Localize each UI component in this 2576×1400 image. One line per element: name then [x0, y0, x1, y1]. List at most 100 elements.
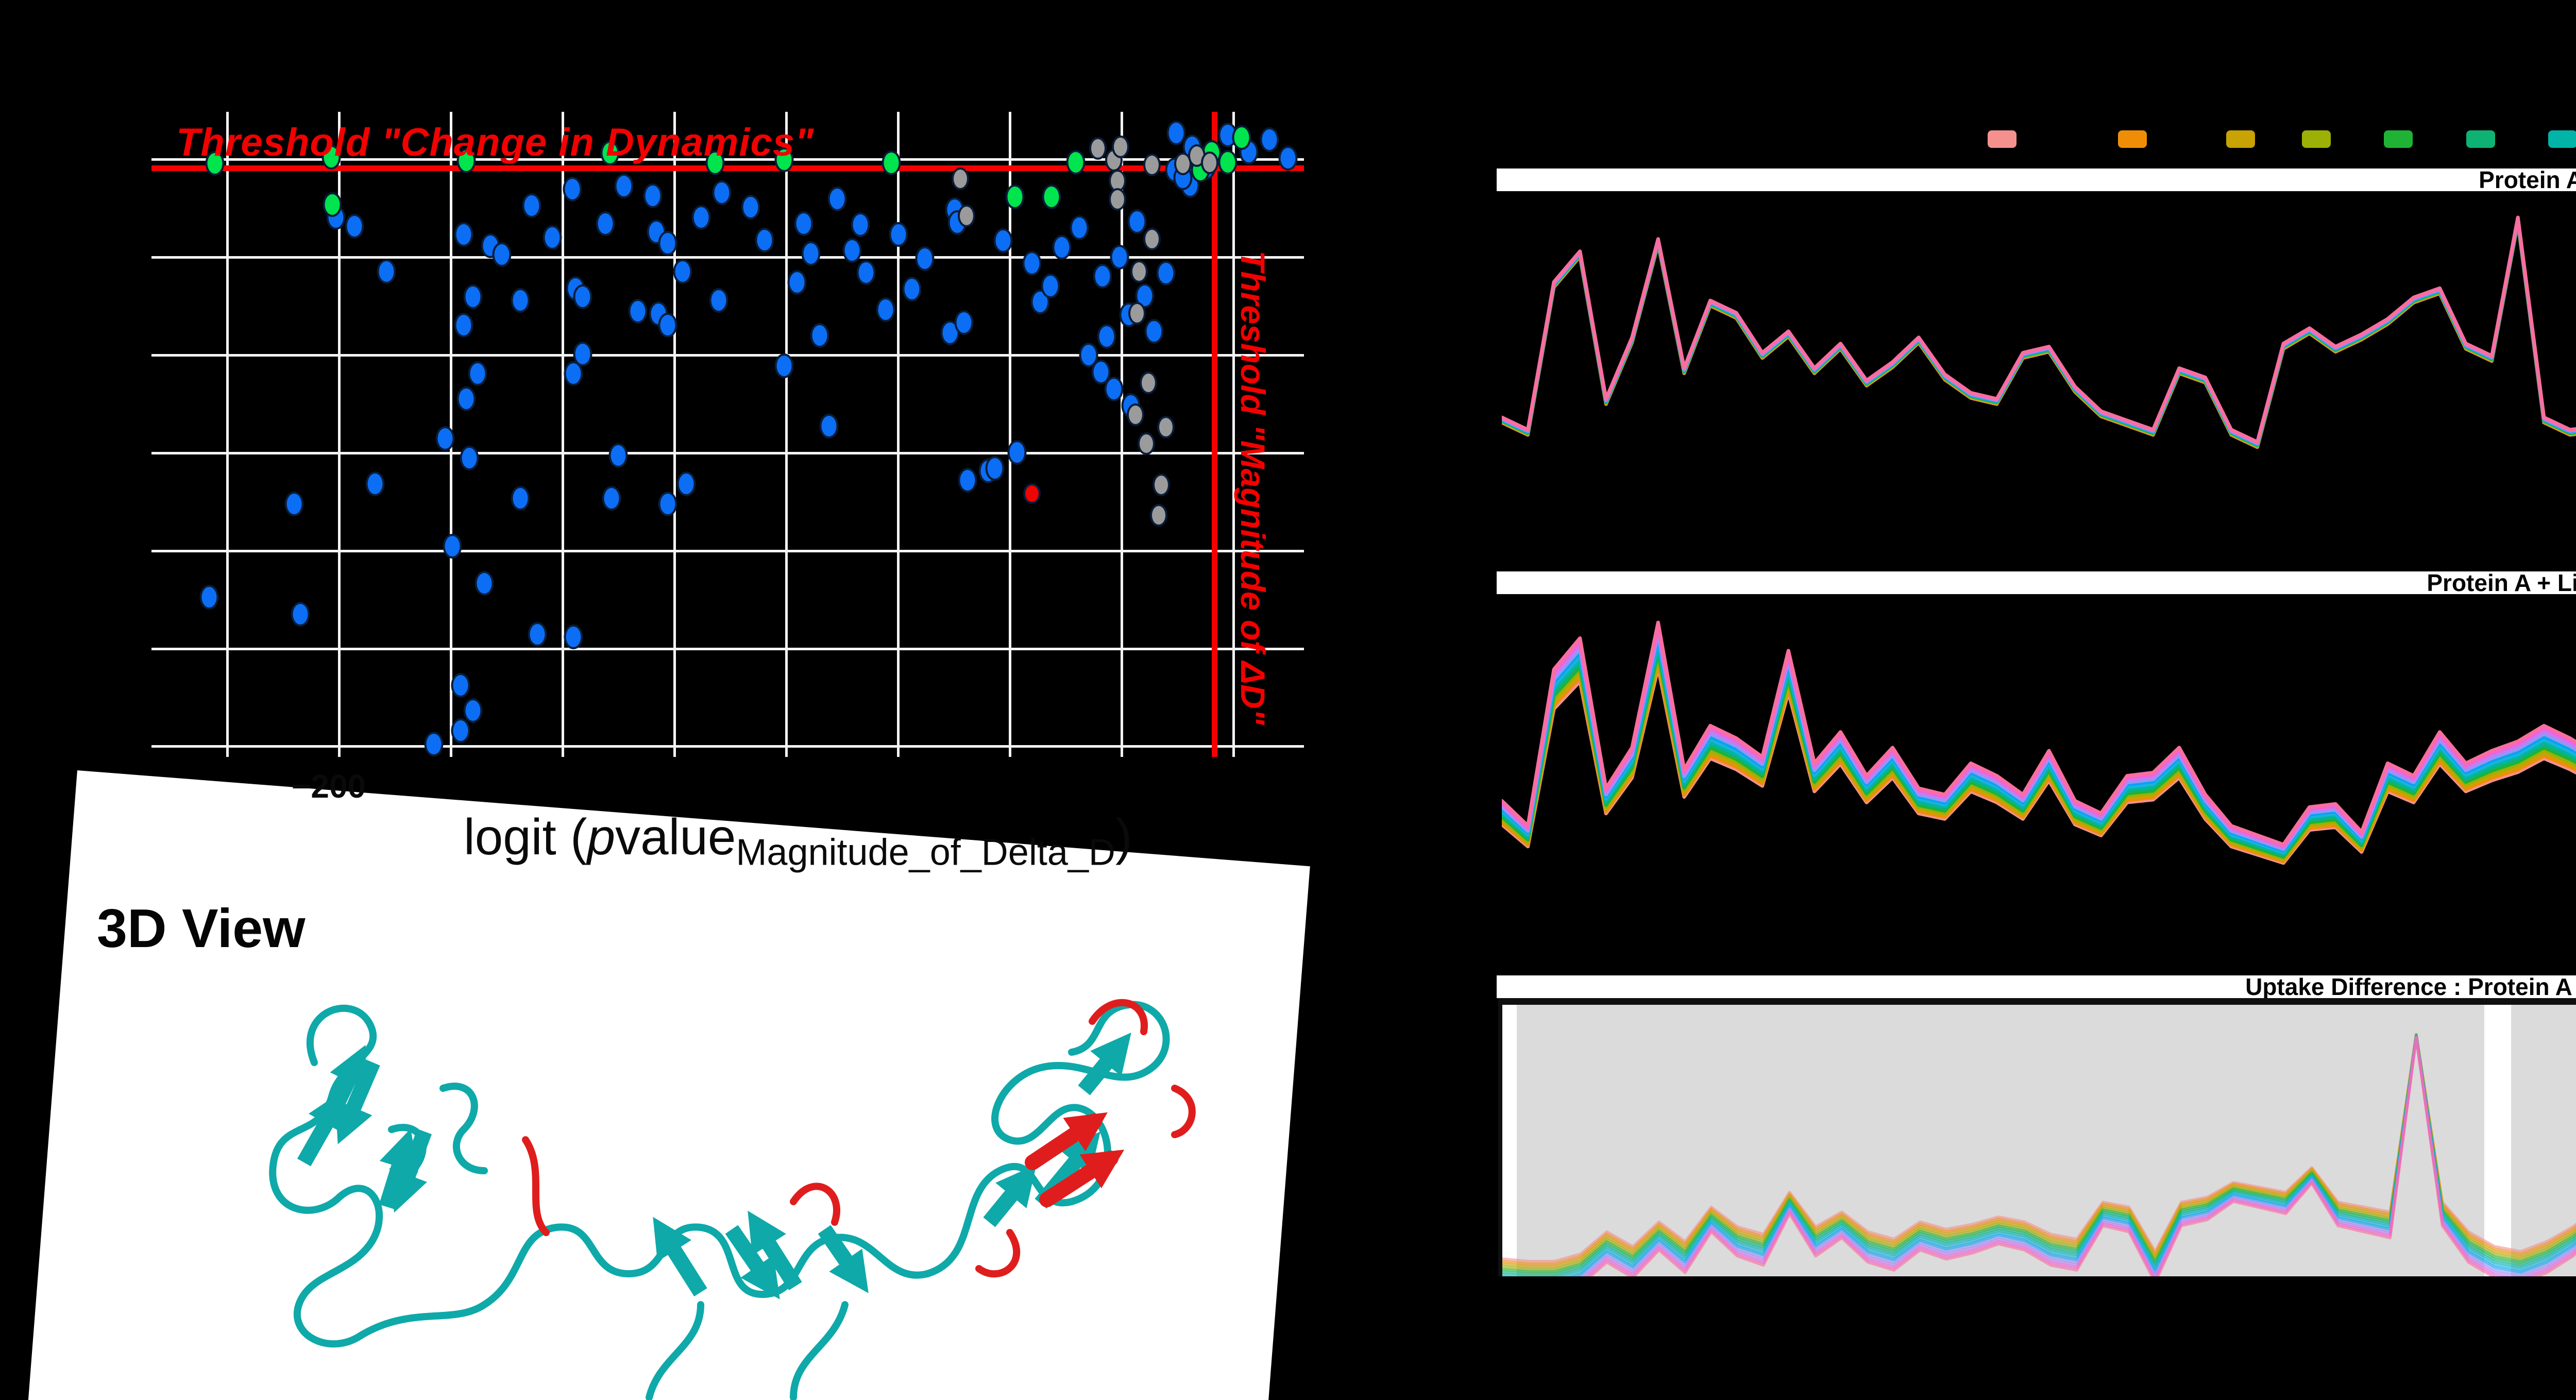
volcano-point-gray[interactable] — [1130, 260, 1148, 283]
volcano-point-blue[interactable] — [628, 298, 648, 324]
uptake-chart-protein-a[interactable] — [1502, 195, 2576, 527]
volcano-point-blue[interactable] — [801, 241, 821, 266]
volcano-point-blue[interactable] — [511, 288, 530, 313]
volcano-point-blue[interactable] — [673, 259, 692, 284]
volcano-point-blue[interactable] — [819, 413, 839, 438]
legend-swatch-timepoint-6[interactable] — [2466, 130, 2495, 148]
uptake-chart-protein-a-ligand[interactable] — [1502, 597, 2576, 934]
volcano-point-gray[interactable] — [1157, 416, 1175, 439]
volcano-point-blue[interactable] — [851, 212, 870, 238]
legend-swatch-timepoint-5[interactable] — [2384, 130, 2413, 148]
volcano-point-blue[interactable] — [456, 386, 476, 412]
volcano-point-blue[interactable] — [543, 225, 562, 250]
volcano-point-gray[interactable] — [1127, 403, 1145, 427]
volcano-point-red[interactable] — [1023, 483, 1041, 504]
volcano-point-blue[interactable] — [454, 313, 473, 338]
volcano-point-green[interactable] — [1005, 184, 1024, 210]
legend-swatch-timepoint-2[interactable] — [2118, 130, 2147, 148]
volcano-point-blue[interactable] — [451, 673, 470, 698]
volcano-point-gray[interactable] — [1128, 301, 1146, 325]
volcano-point-blue[interactable] — [463, 698, 483, 723]
volcano-point-blue[interactable] — [468, 361, 487, 386]
volcano-point-blue[interactable] — [345, 213, 364, 239]
volcano-point-gray[interactable] — [1152, 473, 1170, 496]
volcano-point-blue[interactable] — [1144, 318, 1164, 344]
volcano-point-blue[interactable] — [435, 426, 455, 451]
volcano-point-blue[interactable] — [954, 310, 974, 335]
volcano-point-blue[interactable] — [1022, 251, 1042, 276]
volcano-point-blue[interactable] — [1041, 274, 1060, 299]
volcano-plot[interactable]: Threshold "Change in Dynamics" — [151, 112, 1304, 757]
volcano-point-blue[interactable] — [460, 446, 479, 471]
volcano-point-blue[interactable] — [443, 533, 462, 559]
volcano-point-blue[interactable] — [291, 602, 310, 627]
volcano-point-blue[interactable] — [528, 622, 547, 647]
volcano-point-blue[interactable] — [602, 485, 621, 511]
volcano-point-blue[interactable] — [451, 718, 470, 743]
volcano-point-green[interactable] — [323, 192, 342, 217]
volcano-point-blue[interactable] — [712, 180, 732, 205]
volcano-point-blue[interactable] — [454, 222, 473, 247]
volcano-point-blue[interactable] — [1260, 127, 1279, 152]
volcano-point-blue[interactable] — [1093, 264, 1112, 289]
volcano-point-blue[interactable] — [827, 187, 847, 212]
volcano-point-blue[interactable] — [889, 222, 908, 247]
volcano-point-blue[interactable] — [709, 288, 728, 313]
volcano-point-blue[interactable] — [614, 173, 634, 198]
volcano-point-green[interactable] — [1232, 125, 1251, 150]
volcano-point-gray[interactable] — [952, 167, 970, 191]
uptake-difference-chart-frame[interactable] — [1498, 998, 2576, 1276]
volcano-point-blue[interactable] — [365, 471, 385, 497]
volcano-point-blue[interactable] — [755, 228, 774, 253]
volcano-point-blue[interactable] — [1156, 261, 1176, 285]
volcano-point-blue[interactable] — [199, 584, 219, 610]
volcano-point-gray[interactable] — [1140, 371, 1157, 394]
volcano-point-blue[interactable] — [810, 323, 829, 348]
volcano-point-green[interactable] — [774, 147, 794, 172]
volcano-point-blue[interactable] — [1127, 209, 1147, 234]
volcano-point-blue[interactable] — [1278, 146, 1298, 171]
volcano-point-green[interactable] — [1218, 149, 1238, 175]
volcano-point-gray[interactable] — [1143, 153, 1161, 176]
volcano-point-blue[interactable] — [1007, 440, 1027, 465]
volcano-point-green[interactable] — [1042, 184, 1061, 210]
volcano-point-blue[interactable] — [608, 443, 628, 468]
volcano-point-blue[interactable] — [794, 211, 814, 236]
volcano-point-gray[interactable] — [957, 204, 975, 227]
volcano-point-green[interactable] — [705, 150, 725, 175]
volcano-point-blue[interactable] — [424, 731, 444, 756]
volcano-point-blue[interactable] — [564, 361, 583, 386]
volcano-point-blue[interactable] — [1097, 324, 1116, 349]
volcano-point-blue[interactable] — [658, 313, 677, 338]
volcano-point-gray[interactable] — [1108, 188, 1126, 211]
volcano-point-gray[interactable] — [1112, 135, 1130, 158]
volcano-point-blue[interactable] — [1104, 377, 1124, 402]
volcano-point-blue[interactable] — [474, 571, 494, 596]
volcano-point-blue[interactable] — [774, 353, 794, 379]
legend-swatch-timepoint-7[interactable] — [2548, 130, 2576, 148]
volcano-point-blue[interactable] — [1110, 244, 1129, 269]
volcano-point-blue[interactable] — [787, 269, 807, 295]
volcano-point-green[interactable] — [600, 141, 620, 166]
volcano-point-blue[interactable] — [902, 277, 922, 302]
volcano-point-gray[interactable] — [1137, 432, 1155, 455]
volcano-point-blue[interactable] — [643, 183, 663, 208]
uptake-difference-chart[interactable] — [1502, 1005, 2576, 1276]
volcano-point-blue[interactable] — [1135, 283, 1155, 308]
volcano-point-blue[interactable] — [658, 231, 677, 256]
volcano-point-gray[interactable] — [1089, 137, 1107, 160]
volcano-point-blue[interactable] — [564, 625, 583, 650]
legend-swatch-timepoint-3[interactable] — [2226, 130, 2255, 148]
volcano-point-blue[interactable] — [958, 467, 977, 493]
volcano-point-blue[interactable] — [691, 205, 711, 230]
volcano-point-blue[interactable] — [741, 195, 760, 220]
volcano-point-blue[interactable] — [511, 485, 530, 511]
volcano-point-blue[interactable] — [1052, 234, 1072, 260]
volcano-point-blue[interactable] — [658, 492, 677, 517]
volcano-point-blue[interactable] — [856, 260, 876, 285]
volcano-point-gray[interactable] — [1150, 503, 1168, 527]
volcano-point-blue[interactable] — [1166, 121, 1186, 146]
legend-swatch-timepoint-1[interactable] — [1988, 130, 2016, 148]
volcano-point-blue[interactable] — [915, 246, 935, 272]
volcano-point-blue[interactable] — [284, 492, 304, 517]
